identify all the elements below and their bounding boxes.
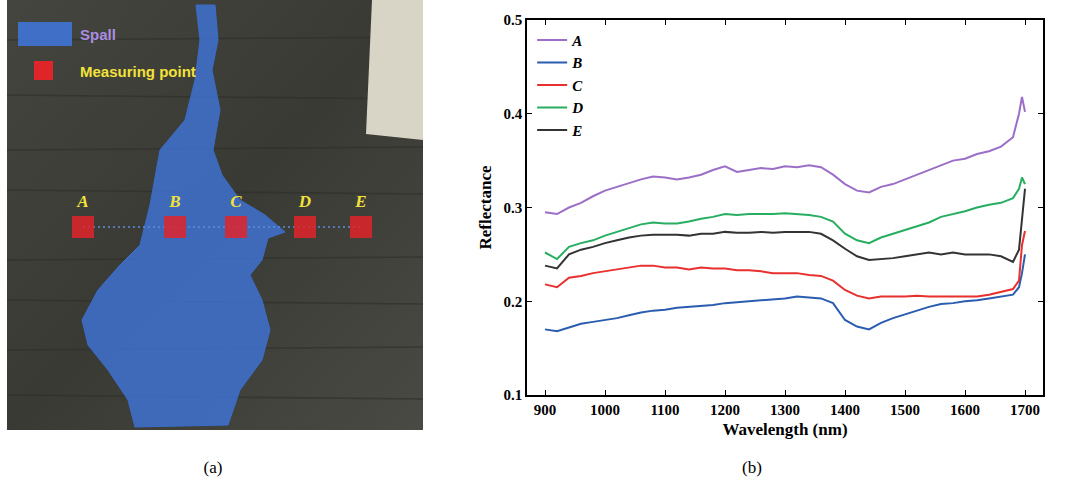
svg-text:D: D (571, 100, 583, 116)
html-text:(b): (b) (742, 458, 762, 477)
html-text:(a): (a) (203, 458, 223, 477)
svg-text:0.2: 0.2 (504, 294, 523, 310)
svg-text:1500: 1500 (890, 402, 920, 418)
svg-text:0.1: 0.1 (504, 387, 523, 403)
svg-text:0.5: 0.5 (504, 12, 523, 28)
svg-text:1600: 1600 (950, 402, 980, 418)
svg-text:1300: 1300 (770, 402, 800, 418)
svg-text:1700: 1700 (1010, 402, 1040, 418)
svg-text:E: E (354, 192, 366, 211)
svg-text:Reflectance: Reflectance (476, 165, 495, 249)
svg-text:Measuring point: Measuring point (80, 63, 196, 80)
svg-text:1100: 1100 (650, 402, 679, 418)
svg-text:900: 900 (534, 402, 557, 418)
svg-text:E: E (571, 123, 582, 139)
svg-text:A: A (76, 192, 88, 211)
svg-text:Spall: Spall (80, 26, 116, 43)
svg-text:1400: 1400 (830, 402, 860, 418)
svg-text:0.4: 0.4 (504, 106, 523, 122)
svg-text:A: A (571, 33, 582, 49)
svg-text:B: B (571, 55, 582, 71)
svg-text:1200: 1200 (710, 402, 740, 418)
svg-text:0.3: 0.3 (504, 200, 523, 216)
svg-text:D: D (298, 192, 311, 211)
svg-text:B: B (168, 192, 180, 211)
svg-text:C: C (572, 78, 583, 94)
svg-text:1000: 1000 (590, 402, 620, 418)
svg-text:C: C (230, 192, 242, 211)
svg-text:Wavelength (nm): Wavelength (nm) (722, 420, 847, 439)
